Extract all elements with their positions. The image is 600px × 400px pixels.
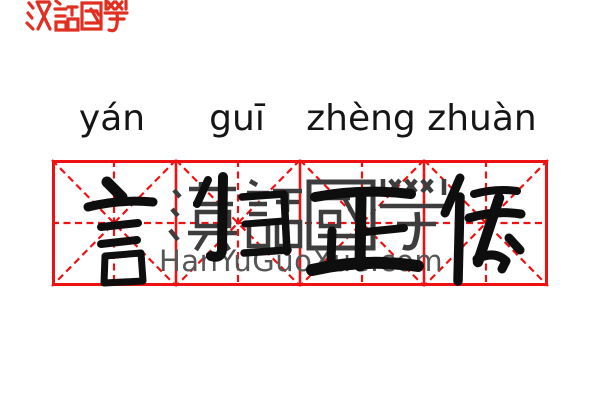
site-logo-hanzi [25, 0, 129, 33]
hanzi-glyph-zheng [306, 186, 424, 276]
pinyin-syllable-zheng: zhèng [306, 98, 416, 139]
pinyin-syllable-gui: guī [209, 98, 265, 139]
hanzi-glyph-gui [193, 172, 292, 262]
hanzi-strokes [83, 172, 526, 287]
hanzi-glyph-yan [83, 176, 158, 287]
pinyin-syllable-yan: yán [78, 98, 146, 139]
hanzi-glyph-zhuan [440, 173, 526, 286]
pinyin-syllable-zhuan: zhuàn [427, 98, 537, 139]
logo-glyphs [25, 0, 129, 33]
